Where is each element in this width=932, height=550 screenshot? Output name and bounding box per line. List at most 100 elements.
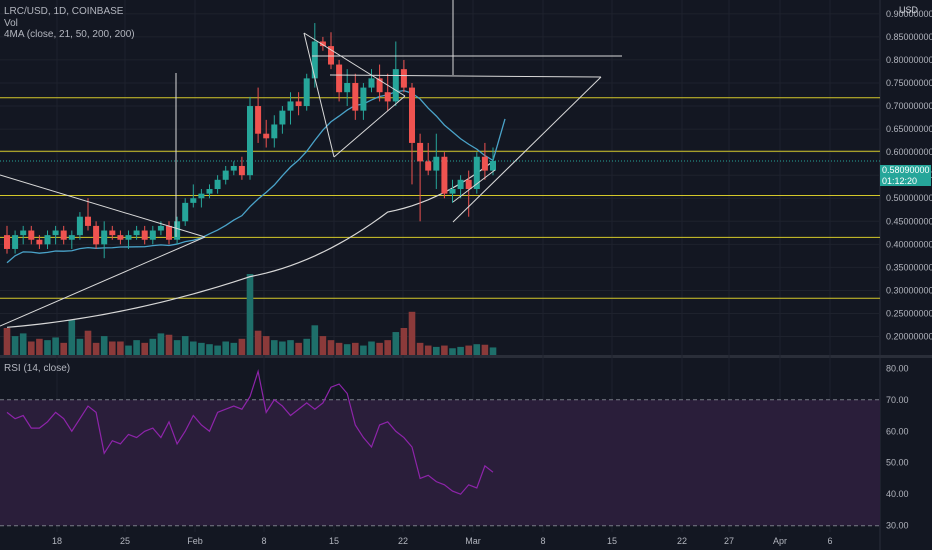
candle-body xyxy=(190,198,197,203)
symbol-title: LRC/USD, 1D, COINBASE xyxy=(4,6,124,17)
candle-body xyxy=(376,78,383,93)
rsi-legend: RSI (14, close) xyxy=(4,363,70,374)
time-axis-bg xyxy=(0,532,932,550)
candle-body xyxy=(319,41,326,47)
rsi-tick-label: 40.00 xyxy=(886,489,909,499)
volume-bar xyxy=(36,338,43,355)
triangle-upper-line xyxy=(303,32,406,97)
candle-body xyxy=(311,41,318,79)
candle-body xyxy=(352,82,359,111)
candle-body xyxy=(36,239,43,245)
time-tick-label: Feb xyxy=(187,536,203,546)
volume-bar xyxy=(360,345,367,355)
candle-body xyxy=(255,106,262,134)
scale-currency[interactable]: USD xyxy=(898,5,918,15)
time-tick-label: Mar xyxy=(465,536,481,546)
wedge-support xyxy=(452,169,496,203)
volume-bar xyxy=(230,342,238,355)
candle-body xyxy=(4,235,10,249)
candle-body xyxy=(182,202,189,222)
candle-body xyxy=(76,216,83,236)
volume-bar xyxy=(11,336,19,355)
candle-body xyxy=(60,230,67,240)
volume-bar xyxy=(319,336,327,355)
volume-bar xyxy=(287,340,294,355)
time-tick-label: 27 xyxy=(724,536,734,546)
candle-body xyxy=(20,230,27,236)
volume-bar xyxy=(100,336,108,355)
ma200-line xyxy=(6,160,494,328)
rsi-label: RSI (14, close) xyxy=(4,363,71,374)
candle-body xyxy=(247,106,253,176)
volume-bar xyxy=(392,332,400,355)
volume-bar xyxy=(311,325,319,355)
candle-body xyxy=(68,235,75,240)
volume-bar xyxy=(149,338,157,355)
candle-body xyxy=(465,179,472,190)
volume-bar xyxy=(222,341,229,355)
volume-bar xyxy=(60,342,67,355)
candle-body xyxy=(198,193,205,199)
volume-bar xyxy=(206,344,213,355)
last-price-tag: 0.58090000 01:12:20 xyxy=(880,165,931,186)
candle-body xyxy=(214,179,221,190)
volume-bar xyxy=(92,342,100,355)
price-tick-label: 0.65000000 xyxy=(886,124,932,134)
volume-bar xyxy=(165,334,173,355)
volume-bar xyxy=(489,347,497,355)
ma-label: 4MA (close, 21, 50, 200, 200) xyxy=(4,29,135,40)
rsi-tick-label: 30.00 xyxy=(886,521,909,531)
volume-bar xyxy=(3,328,11,355)
volume-bar xyxy=(173,340,181,355)
candle-body xyxy=(392,69,399,102)
volume-bar xyxy=(473,344,481,355)
time-tick-label: 8 xyxy=(540,536,545,546)
volume-bar xyxy=(125,345,132,355)
top-ray xyxy=(329,74,602,78)
volume-bar xyxy=(457,346,464,355)
candle-body xyxy=(400,69,407,88)
volume-bar xyxy=(190,341,197,355)
candle-body xyxy=(344,82,351,93)
rsi-band xyxy=(0,399,880,526)
volume-bars xyxy=(3,274,497,355)
candle-body xyxy=(490,160,496,171)
candle-body xyxy=(133,230,140,236)
candle-body xyxy=(417,142,424,162)
candle-body xyxy=(287,101,294,111)
volume-bar xyxy=(68,319,76,355)
price-tick-label: 0.30000000 xyxy=(886,285,932,295)
candle-body xyxy=(206,189,213,194)
candle-body xyxy=(336,64,343,93)
volume-bar xyxy=(449,348,456,355)
horizontal-levels xyxy=(0,97,880,299)
volume-bar xyxy=(262,336,270,355)
rsi-tick-label: 70.00 xyxy=(886,395,909,405)
time-tick-label: 18 xyxy=(52,536,62,546)
volume-bar xyxy=(400,328,408,355)
rsi-pane xyxy=(0,369,880,527)
volume-bar xyxy=(465,345,472,355)
candle-body xyxy=(473,156,480,190)
price-tick-label: 0.90000000 xyxy=(886,9,932,19)
ma21-line xyxy=(6,89,506,264)
ascending-trendline xyxy=(0,236,206,327)
price-axis[interactable]: 0.20000000 0.25000000 0.30000000 0.35000000… xyxy=(886,9,932,531)
volume-bar xyxy=(376,342,383,355)
wedge-line xyxy=(452,76,602,223)
candle-body xyxy=(52,230,59,236)
volume-bar xyxy=(84,330,92,355)
ma-legend: 4MA (close, 21, 50, 200, 200) xyxy=(4,29,135,40)
volume-bar xyxy=(246,274,254,355)
volume-bar xyxy=(141,342,148,355)
candle-body xyxy=(238,165,245,176)
candle-body xyxy=(457,179,464,190)
time-axis[interactable]: 18 25 Feb 8 15 22 Mar 8 15 22 27 Apr 6 xyxy=(52,536,833,546)
candle-body xyxy=(384,92,391,102)
candle-body xyxy=(44,235,51,245)
candle-body xyxy=(101,230,108,245)
volume-bar xyxy=(335,342,343,355)
time-tick-label: 25 xyxy=(120,536,130,546)
candle-body xyxy=(117,235,124,240)
